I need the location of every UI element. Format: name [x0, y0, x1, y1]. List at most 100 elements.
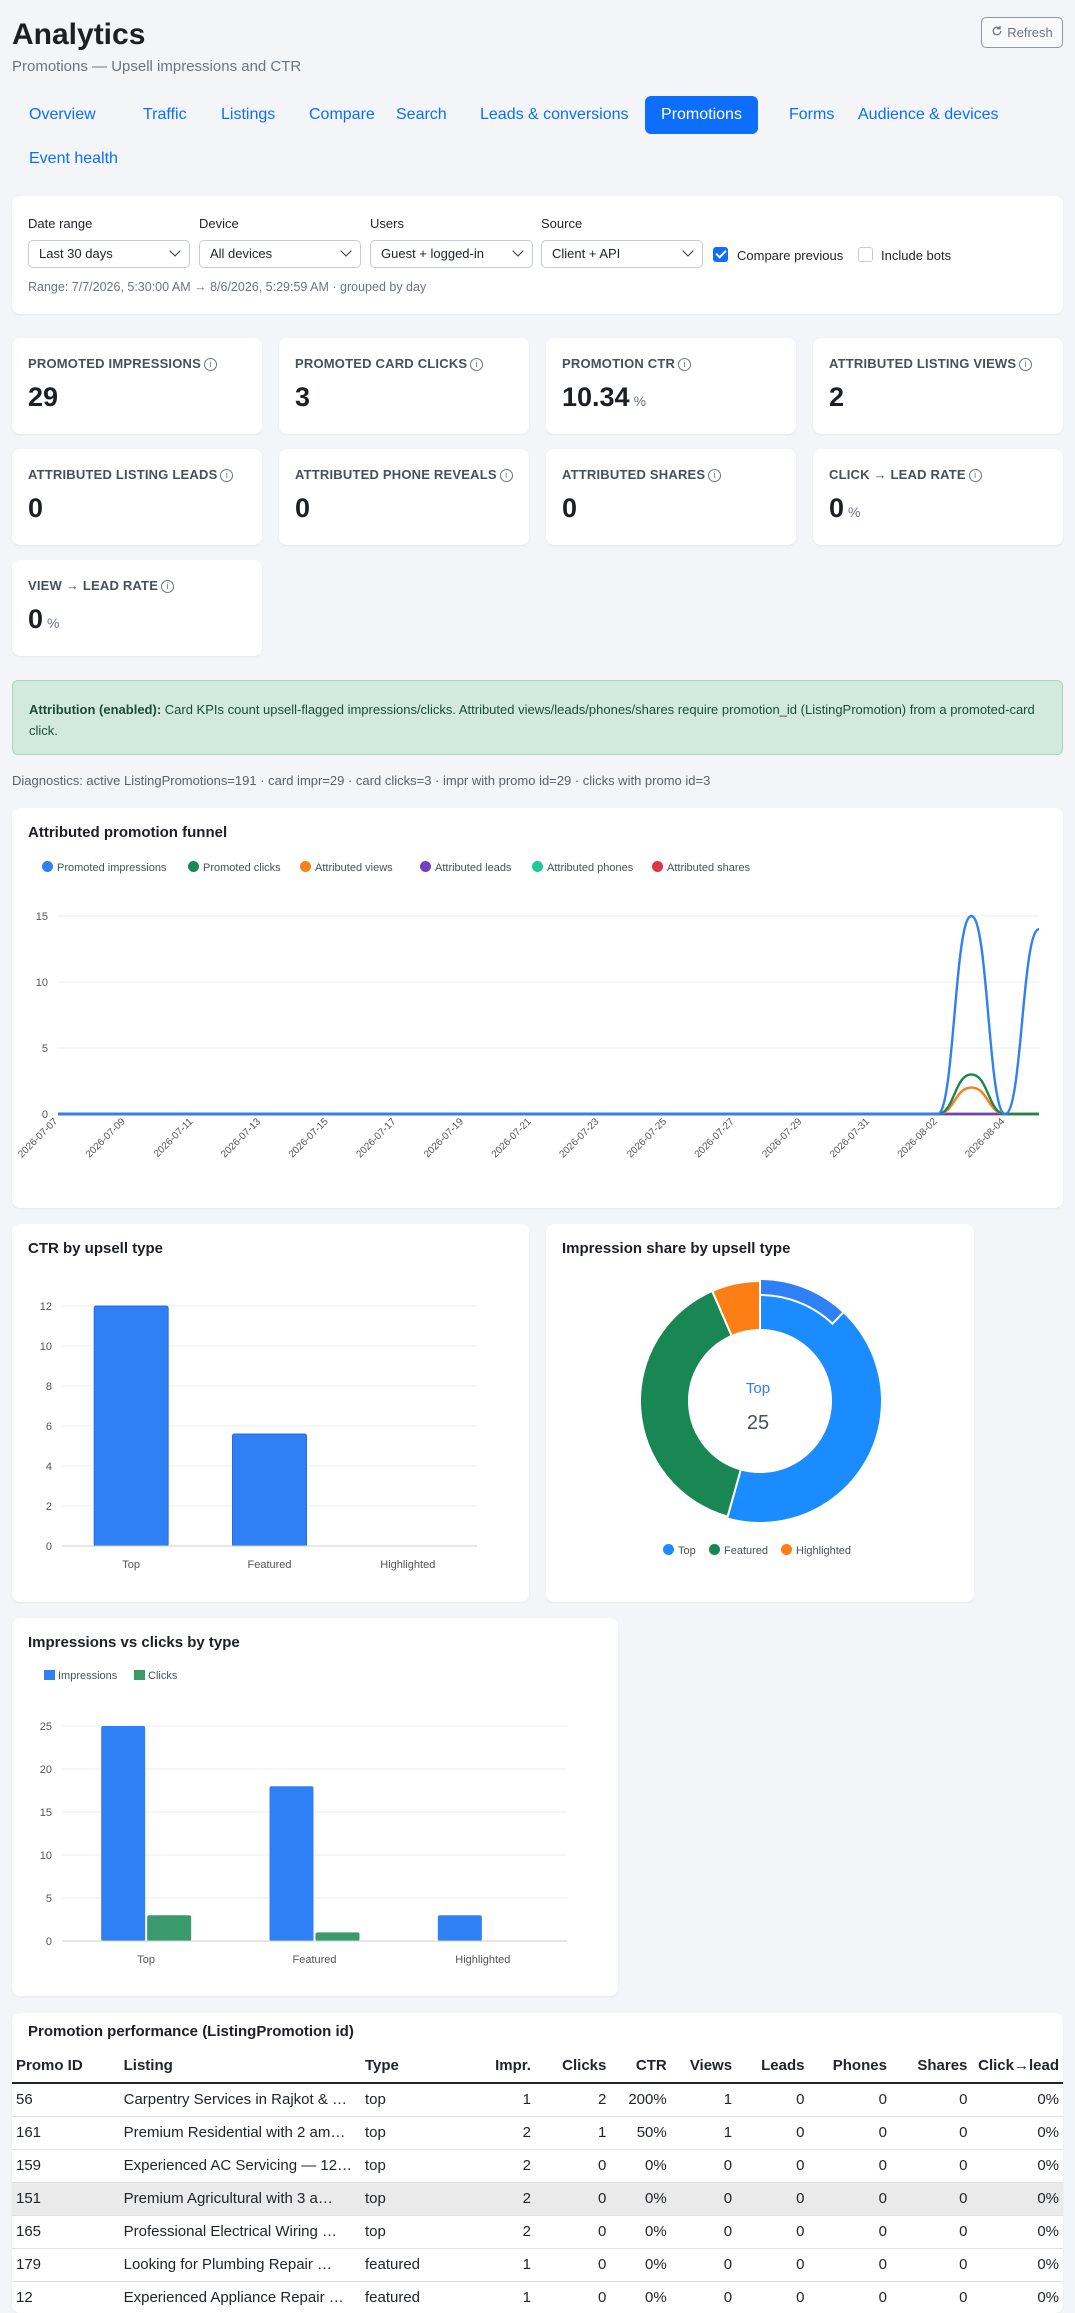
legend-item[interactable]: Attributed shares [652, 861, 750, 874]
attribution-text: Card KPIs count upsell-flagged impressio… [29, 702, 1035, 738]
kpi-card: ATTRIBUTED LISTING LEADS i 0 [12, 449, 262, 545]
impressions-clicks-chart: 0 5 10 15 20 25 Top Featured Highlighted [40, 1721, 567, 1966]
table-cell: 1 [456, 2083, 535, 2117]
info-icon[interactable]: i [470, 358, 484, 371]
donut-highlight [759, 1277, 845, 1326]
kpi-card: ATTRIBUTED PHONE REVEALS i 0 [279, 449, 529, 545]
table-cell: Experienced AC Servicing — 12… [119, 2149, 361, 2183]
info-icon[interactable]: i [968, 469, 982, 482]
bar [232, 1433, 307, 1547]
legend-swatch [709, 1544, 720, 1555]
table-title: Promotion performance (ListingPromotion … [28, 2023, 354, 2040]
legend-item[interactable]: Attributed leads [420, 861, 511, 874]
table-cell: 0 [808, 2182, 891, 2216]
column-header[interactable]: Leads [736, 2049, 809, 2084]
legend-item[interactable]: Promoted impressions [42, 861, 166, 874]
legend-item[interactable]: Clicks [134, 1670, 177, 1682]
tab-promotions[interactable]: Promotions [645, 96, 758, 134]
column-header[interactable]: Promo ID [12, 2049, 120, 2084]
kpi-value: 29 [28, 382, 59, 412]
column-header[interactable]: Views [670, 2049, 737, 2084]
table-cell: 0 [670, 2182, 737, 2216]
legend-item[interactable]: Promoted clicks [188, 861, 281, 874]
compare-previous-checkbox[interactable] [713, 247, 728, 262]
impressions-clicks-card: Impressions vs clicks by type Impression… [12, 1618, 618, 1996]
refresh-button[interactable]: Refresh [981, 17, 1063, 48]
compare-previous-label: Compare previous [737, 248, 844, 263]
table-cell: 0 [890, 2182, 972, 2216]
users-select[interactable]: Guest + logged-in [370, 240, 533, 268]
legend-item[interactable]: Attributed phones [532, 861, 633, 874]
legend-item[interactable]: Impressions [44, 1670, 117, 1682]
info-icon[interactable]: i [220, 469, 234, 482]
column-header[interactable]: Listing [119, 2049, 361, 2084]
source-select[interactable]: Client + API [541, 240, 703, 268]
refresh-icon [991, 25, 1003, 40]
legend-item[interactable]: Featured [709, 1544, 768, 1557]
info-icon[interactable]: i [161, 580, 175, 593]
filters-panel: Date range Last 30 days Device All devic… [12, 196, 1063, 314]
tab-traffic[interactable]: Traffic [143, 106, 187, 123]
column-header[interactable]: Impr. [456, 2049, 535, 2084]
column-header[interactable]: CTR [610, 2049, 671, 2084]
legend-item[interactable]: Highlighted [781, 1544, 851, 1557]
x-tick-label: 2026-07-09 [84, 1116, 128, 1160]
tab-leads-conversions[interactable]: Leads & conversions [480, 106, 629, 123]
y-tick-label: 0 [46, 1936, 52, 1948]
x-tick-label: Top [122, 1559, 140, 1571]
table-cell: featured [360, 2281, 457, 2313]
include-bots-checkbox[interactable] [858, 247, 873, 262]
attribution-bold: Attribution (enabled): [29, 702, 162, 717]
tab-audience-devices[interactable]: Audience & devices [858, 106, 999, 123]
y-tick-label: 15 [40, 1807, 52, 1819]
y-tick-label: 10 [40, 1850, 52, 1862]
info-icon[interactable]: i [1019, 358, 1033, 371]
table-row[interactable]: 165 Professional Electrical Wiring … top 2 0… [12, 2215, 1063, 2249]
table-cell: 0 [736, 2248, 809, 2282]
table-cell: 0 [670, 2281, 737, 2313]
info-icon[interactable]: i [678, 358, 692, 371]
table-row[interactable]: 179 Looking for Plumbing Repair … featured… [12, 2248, 1063, 2282]
table-cell: 0% [971, 2281, 1063, 2313]
series-line [58, 914, 1040, 1116]
tab-compare[interactable]: Compare [309, 106, 375, 123]
table-row[interactable]: 12 Experienced Appliance Repair … featured… [12, 2281, 1063, 2313]
tab-search[interactable]: Search [396, 106, 447, 123]
table-cell: 2 [456, 2116, 535, 2150]
table-cell: 0 [670, 2215, 737, 2249]
tab-forms[interactable]: Forms [789, 106, 835, 123]
table-cell: 0% [610, 2149, 671, 2183]
tab-listings[interactable]: Listings [221, 106, 276, 123]
info-icon[interactable]: i [499, 469, 513, 482]
column-header[interactable]: Clicks [534, 2049, 611, 2084]
chart-title: Attributed promotion funnel [28, 824, 228, 841]
table-row[interactable]: 56 Carpentry Services in Rajkot & … top 1 2 2… [12, 2083, 1063, 2117]
tab-event-health[interactable]: Event health [29, 150, 118, 167]
column-header[interactable]: Shares [890, 2049, 972, 2084]
column-header[interactable]: Type [360, 2049, 457, 2084]
x-tick-label: 2026-07-29 [760, 1116, 804, 1160]
column-header[interactable]: Click→lead [971, 2049, 1063, 2084]
kpi-label: ATTRIBUTED SHARES [562, 467, 706, 482]
device-select[interactable]: All devices [199, 240, 361, 268]
column-header[interactable]: Phones [808, 2049, 891, 2084]
info-icon[interactable]: i [204, 358, 218, 371]
donut-slice [639, 1289, 743, 1518]
info-icon[interactable]: i [708, 469, 722, 482]
date-range-select[interactable]: Last 30 days [28, 240, 190, 268]
table-row[interactable]: 161 Premium Residential with 2 am… top 2 1 50… [12, 2116, 1063, 2150]
table-row[interactable]: 159 Experienced AC Servicing — 12… top 2 0 0%… [12, 2149, 1063, 2183]
kpi-value: 0 [829, 493, 845, 523]
table-row[interactable]: 151 Premium Agricultural with 3 a… top 2 0 0%… [12, 2182, 1063, 2216]
y-tick-label: 5 [42, 1043, 48, 1055]
tab-overview[interactable]: Overview [29, 106, 96, 123]
legend-label: Attributed views [315, 862, 393, 874]
legend-item[interactable]: Attributed views [300, 861, 393, 874]
legend-swatch [663, 1544, 674, 1555]
ctr-bar-chart: 0 2 4 6 8 10 12 Top Featured Highlighted [40, 1301, 477, 1571]
table-cell: 0 [808, 2215, 891, 2249]
kpi-label: ATTRIBUTED LISTING LEADS [28, 467, 218, 482]
legend-swatch [42, 861, 53, 872]
legend-label: Highlighted [796, 1545, 852, 1557]
legend-item[interactable]: Top [663, 1544, 696, 1557]
